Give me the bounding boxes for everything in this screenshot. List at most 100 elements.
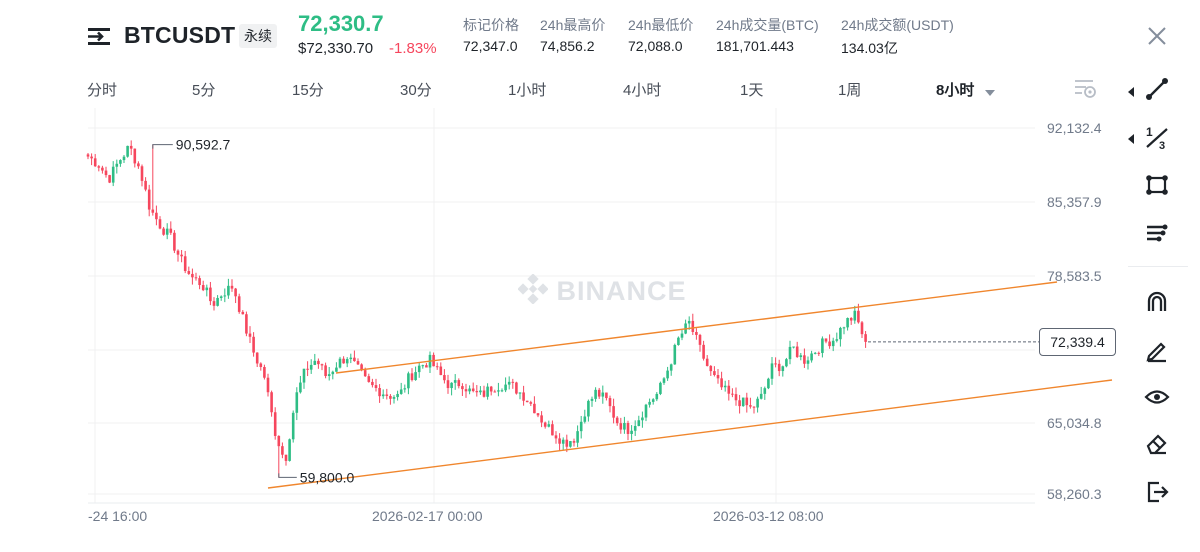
candle-body bbox=[486, 386, 489, 397]
candle-body bbox=[396, 393, 399, 398]
rectangle-tool-icon[interactable] bbox=[1140, 168, 1174, 202]
candle-body bbox=[216, 297, 219, 306]
candle-body bbox=[770, 363, 774, 379]
candle-body bbox=[381, 394, 385, 397]
candle-body bbox=[223, 295, 227, 297]
candle-body bbox=[695, 331, 698, 335]
caret-down-icon[interactable] bbox=[985, 84, 995, 102]
symbol-title[interactable]: BTCUSDT bbox=[124, 22, 236, 48]
candle-body bbox=[439, 366, 443, 376]
candle-body bbox=[162, 228, 165, 235]
candle-body bbox=[201, 285, 205, 291]
trend-line-tool-icon[interactable] bbox=[1140, 72, 1174, 106]
horizontal-lines-tool-icon[interactable] bbox=[1140, 216, 1174, 250]
tab-1d[interactable]: 1天 bbox=[740, 82, 764, 99]
candle-body bbox=[259, 363, 263, 368]
low-marker-line bbox=[278, 473, 297, 478]
close-icon[interactable] bbox=[1145, 24, 1169, 48]
eye-icon[interactable] bbox=[1140, 380, 1174, 414]
magnet-icon[interactable] bbox=[1140, 285, 1174, 319]
candle-body bbox=[230, 285, 234, 289]
candle-body bbox=[497, 390, 500, 392]
candle-body bbox=[500, 390, 504, 392]
candle-body bbox=[752, 406, 756, 408]
candle-body bbox=[306, 368, 309, 370]
candle-body bbox=[572, 441, 576, 443]
candle-body bbox=[479, 390, 482, 393]
y-tick-label: 58,260.3 bbox=[1047, 486, 1102, 502]
tab-time-line[interactable]: 分时 bbox=[87, 82, 118, 99]
candle-body bbox=[389, 395, 392, 399]
candle-body bbox=[723, 385, 727, 388]
turnover-usdt-value: 134.03亿 bbox=[841, 40, 898, 56]
candle-body bbox=[633, 425, 637, 431]
candlestick-chart[interactable]: 90,592.7 59,800.0 92,132.4 85,357.9 78,5… bbox=[0, 108, 1125, 528]
candle-body bbox=[126, 145, 129, 157]
candle-body bbox=[759, 393, 763, 399]
candle-body bbox=[155, 212, 158, 220]
menu-icon[interactable] bbox=[88, 26, 118, 48]
candle-body bbox=[831, 340, 835, 347]
y-tick-label: 65,034.8 bbox=[1047, 415, 1102, 431]
candle-body bbox=[644, 404, 648, 418]
candle-body bbox=[320, 364, 324, 366]
candle-body bbox=[853, 310, 857, 321]
candle-body bbox=[529, 402, 533, 404]
candle-body bbox=[594, 389, 597, 399]
candle-body bbox=[648, 401, 651, 405]
candle-body bbox=[93, 158, 97, 167]
candle-body bbox=[651, 399, 655, 402]
tab-15m[interactable]: 15分 bbox=[292, 82, 324, 99]
exit-drawing-icon[interactable] bbox=[1140, 475, 1174, 509]
candle-body bbox=[281, 446, 284, 455]
candle-body bbox=[421, 365, 425, 367]
candle-body bbox=[111, 166, 115, 183]
tab-30m[interactable]: 30分 bbox=[400, 82, 432, 99]
svg-text:3: 3 bbox=[1159, 140, 1165, 151]
last-price: 72,330.7 bbox=[298, 11, 384, 36]
tab-8h-selected[interactable]: 8小时 bbox=[936, 82, 975, 99]
candle-body bbox=[234, 288, 237, 297]
tab-5m[interactable]: 5分 bbox=[192, 82, 216, 99]
indicator-settings-icon[interactable] bbox=[1073, 77, 1097, 104]
candle-body bbox=[558, 438, 561, 444]
pencil-icon[interactable] bbox=[1140, 333, 1174, 367]
tab-4h[interactable]: 4小时 bbox=[623, 82, 662, 99]
candle-body bbox=[176, 250, 180, 255]
expand-caret-icon[interactable] bbox=[1128, 131, 1135, 149]
candle-body bbox=[709, 365, 713, 372]
channel-lower-line[interactable] bbox=[267, 379, 1113, 489]
candle-body bbox=[97, 166, 101, 168]
channel-upper-line[interactable] bbox=[335, 281, 1058, 374]
candle-body bbox=[295, 392, 299, 413]
candle-body bbox=[255, 352, 259, 364]
candle-body bbox=[576, 431, 579, 443]
y-tick-label: 92,132.4 bbox=[1047, 120, 1102, 136]
candle-body bbox=[493, 391, 497, 393]
candle-body bbox=[864, 334, 867, 342]
candle-body bbox=[119, 160, 122, 164]
chart-grid bbox=[88, 108, 1035, 504]
tab-1w[interactable]: 1周 bbox=[838, 82, 862, 99]
candle-body bbox=[356, 361, 360, 365]
candle-body bbox=[284, 454, 288, 461]
candle-body bbox=[288, 439, 291, 461]
candle-body bbox=[263, 367, 266, 378]
candle-body bbox=[641, 417, 644, 421]
candle-body bbox=[115, 163, 119, 167]
eraser-icon[interactable] bbox=[1140, 427, 1174, 461]
expand-caret-icon[interactable] bbox=[1128, 84, 1135, 102]
candle-body bbox=[515, 382, 518, 394]
candle-body bbox=[677, 337, 680, 345]
candle-body bbox=[749, 405, 752, 407]
candle-body bbox=[680, 333, 684, 338]
tab-1h[interactable]: 1小时 bbox=[508, 82, 547, 99]
candle-body bbox=[245, 314, 248, 334]
candle-body bbox=[583, 416, 587, 422]
candle-body bbox=[252, 336, 255, 353]
candle-body bbox=[158, 219, 162, 229]
candle-body bbox=[579, 421, 583, 432]
candle-body bbox=[313, 360, 317, 365]
watermark-text: BINANCE bbox=[556, 276, 687, 306]
